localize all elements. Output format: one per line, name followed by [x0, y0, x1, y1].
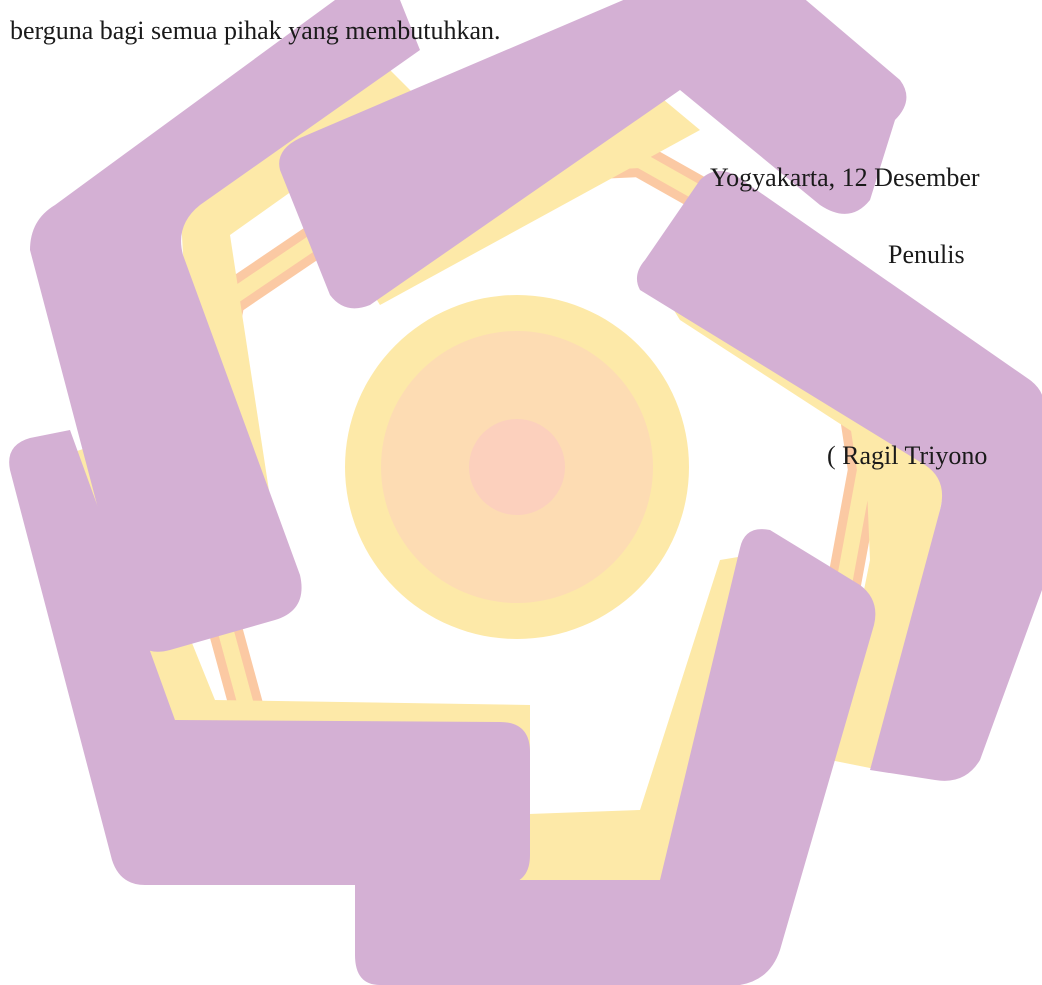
author-role: Penulis — [888, 240, 965, 269]
place-date: Yogyakarta, 12 Desember — [710, 163, 980, 192]
logo-purple-arms — [9, 0, 1042, 985]
author-name: ( Ragil Triyono — [827, 441, 988, 470]
closing-line: berguna bagi semua pihak yang membutuhka… — [10, 16, 501, 45]
logo-center-circle — [345, 295, 689, 639]
